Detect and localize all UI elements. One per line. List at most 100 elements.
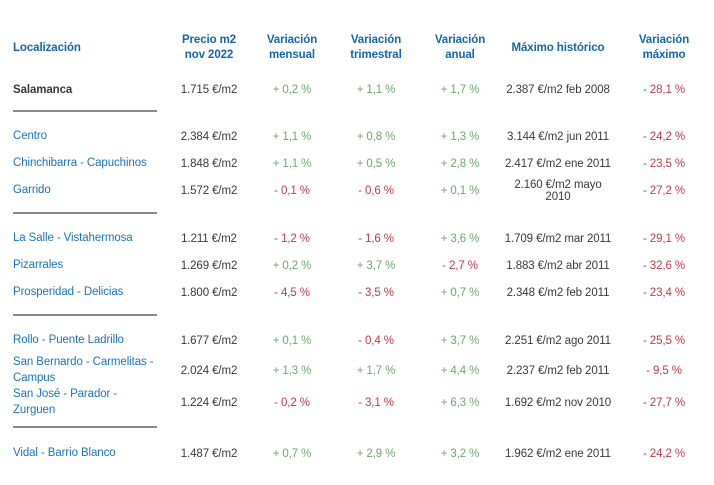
- price-cell: 1.800 €/m2: [180, 286, 238, 299]
- annual-variation-cell: + 3,2 %: [440, 447, 480, 460]
- location-link[interactable]: San José - Parador - Zurguen: [13, 388, 118, 416]
- quarterly-variation-cell: - 3,5 %: [358, 286, 394, 299]
- price-cell: 1.715 €/m2: [180, 83, 238, 96]
- annual-variation-cell: + 3,6 %: [440, 232, 480, 245]
- column-header-price: Precio m2 nov 2022: [181, 34, 237, 61]
- group-divider: [13, 426, 157, 429]
- annual-variation-cell: - 2,7 %: [442, 259, 478, 272]
- monthly-variation-cell: - 4,5 %: [274, 286, 310, 299]
- table-row-vidal-barrio-blanco: Vidal - Barrio Blanco 1.487 €/m2 + 0,7 %…: [13, 440, 714, 467]
- monthly-variation-cell: + 1,1 %: [272, 130, 312, 143]
- column-header-monthly-variation: Variación mensual: [266, 34, 318, 61]
- location-link[interactable]: Prosperidad - Delicias: [13, 285, 124, 298]
- monthly-variation-cell: + 0,2 %: [272, 259, 312, 272]
- max-variation-cell: - 24,2 %: [642, 447, 686, 460]
- quarterly-variation-cell: + 1,1 %: [356, 83, 396, 96]
- monthly-variation-cell: + 0,7 %: [272, 447, 312, 460]
- table-row-san-bernardo-carmelitas-campus: San Bernardo - Carmelitas - Campus 2.024…: [13, 354, 714, 387]
- max-variation-cell: - 28,1 %: [642, 83, 686, 96]
- max-variation-cell: - 23,4 %: [642, 286, 686, 299]
- max-variation-cell: - 25,5 %: [642, 334, 686, 347]
- max-variation-cell: - 23,5 %: [642, 157, 686, 170]
- group-divider: [13, 212, 157, 214]
- quarterly-variation-cell: - 0,4 %: [358, 334, 394, 347]
- price-cell: 1.211 €/m2: [181, 232, 237, 245]
- table-header-row: Localización Precio m2 nov 2022 Variació…: [13, 28, 714, 68]
- column-header-max-variation: Variación máximo: [638, 34, 690, 61]
- historical-max-cell: 3.144 €/m2 jun 2011: [506, 130, 610, 143]
- price-cell: 1.848 €/m2: [180, 157, 238, 170]
- quarterly-variation-cell: + 0,8 %: [356, 130, 396, 143]
- annual-variation-cell: + 0,7 %: [440, 286, 480, 299]
- location-link[interactable]: Centro: [13, 129, 47, 142]
- column-header-historical-max: Máximo histórico: [511, 41, 605, 54]
- annual-variation-cell: + 1,7 %: [440, 83, 480, 96]
- group-divider: [13, 314, 157, 316]
- table-row-centro: Centro 2.384 €/m2 + 1,1 % + 0,8 % + 1,3 …: [13, 123, 714, 150]
- historical-max-cell: 2.348 €/m2 feb 2011: [506, 286, 610, 299]
- historical-max-cell: 2.160 €/m2 mayo 2010: [514, 178, 602, 203]
- group-divider: [13, 110, 157, 112]
- table-row-la-salle-vistahermosa: La Salle - Vistahermosa 1.211 €/m2 - 1,2…: [13, 225, 714, 252]
- monthly-variation-cell: + 0,2 %: [272, 83, 312, 96]
- monthly-variation-cell: + 1,1 %: [272, 157, 312, 170]
- annual-variation-cell: + 6,3 %: [440, 396, 480, 409]
- location-link[interactable]: Garrido: [13, 183, 51, 196]
- historical-max-cell: 1.709 €/m2 mar 2011: [504, 232, 612, 245]
- max-variation-cell: - 29,1 %: [642, 232, 686, 245]
- price-cell: 1.224 €/m2: [180, 396, 238, 409]
- monthly-variation-cell: + 0,1 %: [272, 334, 312, 347]
- max-variation-cell: - 24,2 %: [642, 130, 686, 143]
- max-variation-cell: - 32,6 %: [642, 259, 686, 272]
- max-variation-cell: - 27,7 %: [642, 396, 686, 409]
- table-row-san-jose-parador-zurguen: San José - Parador - Zurguen 1.224 €/m2 …: [13, 387, 714, 418]
- table-row-prosperidad-delicias: Prosperidad - Delicias 1.800 €/m2 - 4,5 …: [13, 279, 714, 306]
- historical-max-cell: 2.251 €/m2 ago 2011: [505, 334, 611, 347]
- monthly-variation-cell: - 1,2 %: [274, 232, 310, 245]
- historical-max-cell: 2.387 €/m2 feb 2008: [506, 83, 610, 96]
- quarterly-variation-cell: - 3,1 %: [358, 396, 394, 409]
- annual-variation-cell: + 0,1 %: [440, 184, 480, 197]
- table-row-garrido: Garrido 1.572 €/m2 - 0,1 % - 0,6 % + 0,1…: [13, 177, 714, 204]
- location-link[interactable]: La Salle - Vistahermosa: [13, 231, 133, 244]
- historical-max-cell: 1.883 €/m2 abr 2011: [506, 259, 610, 272]
- quarterly-variation-cell: - 0,6 %: [358, 184, 394, 197]
- quarterly-variation-cell: + 3,7 %: [356, 259, 396, 272]
- table-row-chinchibarra-capuchinos: Chinchibarra - Capuchinos 1.848 €/m2 + 1…: [13, 150, 714, 177]
- location-link[interactable]: Chinchibarra - Capuchinos: [13, 156, 147, 169]
- column-header-quarterly-variation: Variación trimestral: [350, 34, 402, 61]
- annual-variation-cell: + 4,4 %: [440, 364, 480, 377]
- quarterly-variation-cell: + 0,5 %: [356, 157, 396, 170]
- price-cell: 1.487 €/m2: [180, 447, 238, 460]
- quarterly-variation-cell: + 2,9 %: [356, 447, 396, 460]
- annual-variation-cell: + 1,3 %: [440, 130, 480, 143]
- table-row-salamanca: Salamanca 1.715 €/m2 + 0,2 % + 1,1 % + 1…: [13, 76, 714, 103]
- price-cell: 1.269 €/m2: [180, 259, 238, 272]
- historical-max-cell: 2.417 €/m2 ene 2011: [505, 157, 611, 170]
- max-variation-cell: - 27,2 %: [642, 184, 686, 197]
- table-row-rollo-puente-ladrillo: Rollo - Puente Ladrillo 1.677 €/m2 + 0,1…: [13, 327, 714, 354]
- price-cell: 1.572 €/m2: [180, 184, 238, 197]
- annual-variation-cell: + 2,8 %: [440, 157, 480, 170]
- table-row-pizarrales: Pizarrales 1.269 €/m2 + 0,2 % + 3,7 % - …: [13, 252, 714, 279]
- price-table: Localización Precio m2 nov 2022 Variació…: [13, 28, 714, 467]
- max-variation-cell: - 9,5 %: [646, 364, 682, 377]
- location-link[interactable]: San Bernardo - Carmelitas - Campus: [13, 355, 154, 384]
- location-link[interactable]: Rollo - Puente Ladrillo: [13, 333, 124, 346]
- monthly-variation-cell: + 1,3 %: [272, 364, 312, 377]
- price-cell: 2.024 €/m2: [180, 364, 238, 377]
- quarterly-variation-cell: - 1,6 %: [358, 232, 394, 245]
- location-link[interactable]: Vidal - Barrio Blanco: [13, 446, 116, 459]
- location-label: Salamanca: [13, 83, 73, 96]
- location-link[interactable]: Pizarrales: [13, 258, 64, 271]
- monthly-variation-cell: - 0,1 %: [274, 184, 310, 197]
- historical-max-cell: 1.692 €/m2 nov 2010: [504, 396, 612, 409]
- historical-max-cell: 1.962 €/m2 ene 2011: [505, 447, 611, 460]
- column-header-location: Localización: [13, 41, 81, 54]
- annual-variation-cell: + 3,7 %: [440, 334, 480, 347]
- monthly-variation-cell: - 0,2 %: [274, 396, 310, 409]
- historical-max-cell: 2.237 €/m2 feb 2011: [506, 364, 610, 377]
- column-header-annual-variation: Variación anual: [434, 34, 486, 61]
- price-cell: 1.677 €/m2: [180, 334, 238, 347]
- quarterly-variation-cell: + 1,7 %: [356, 364, 396, 377]
